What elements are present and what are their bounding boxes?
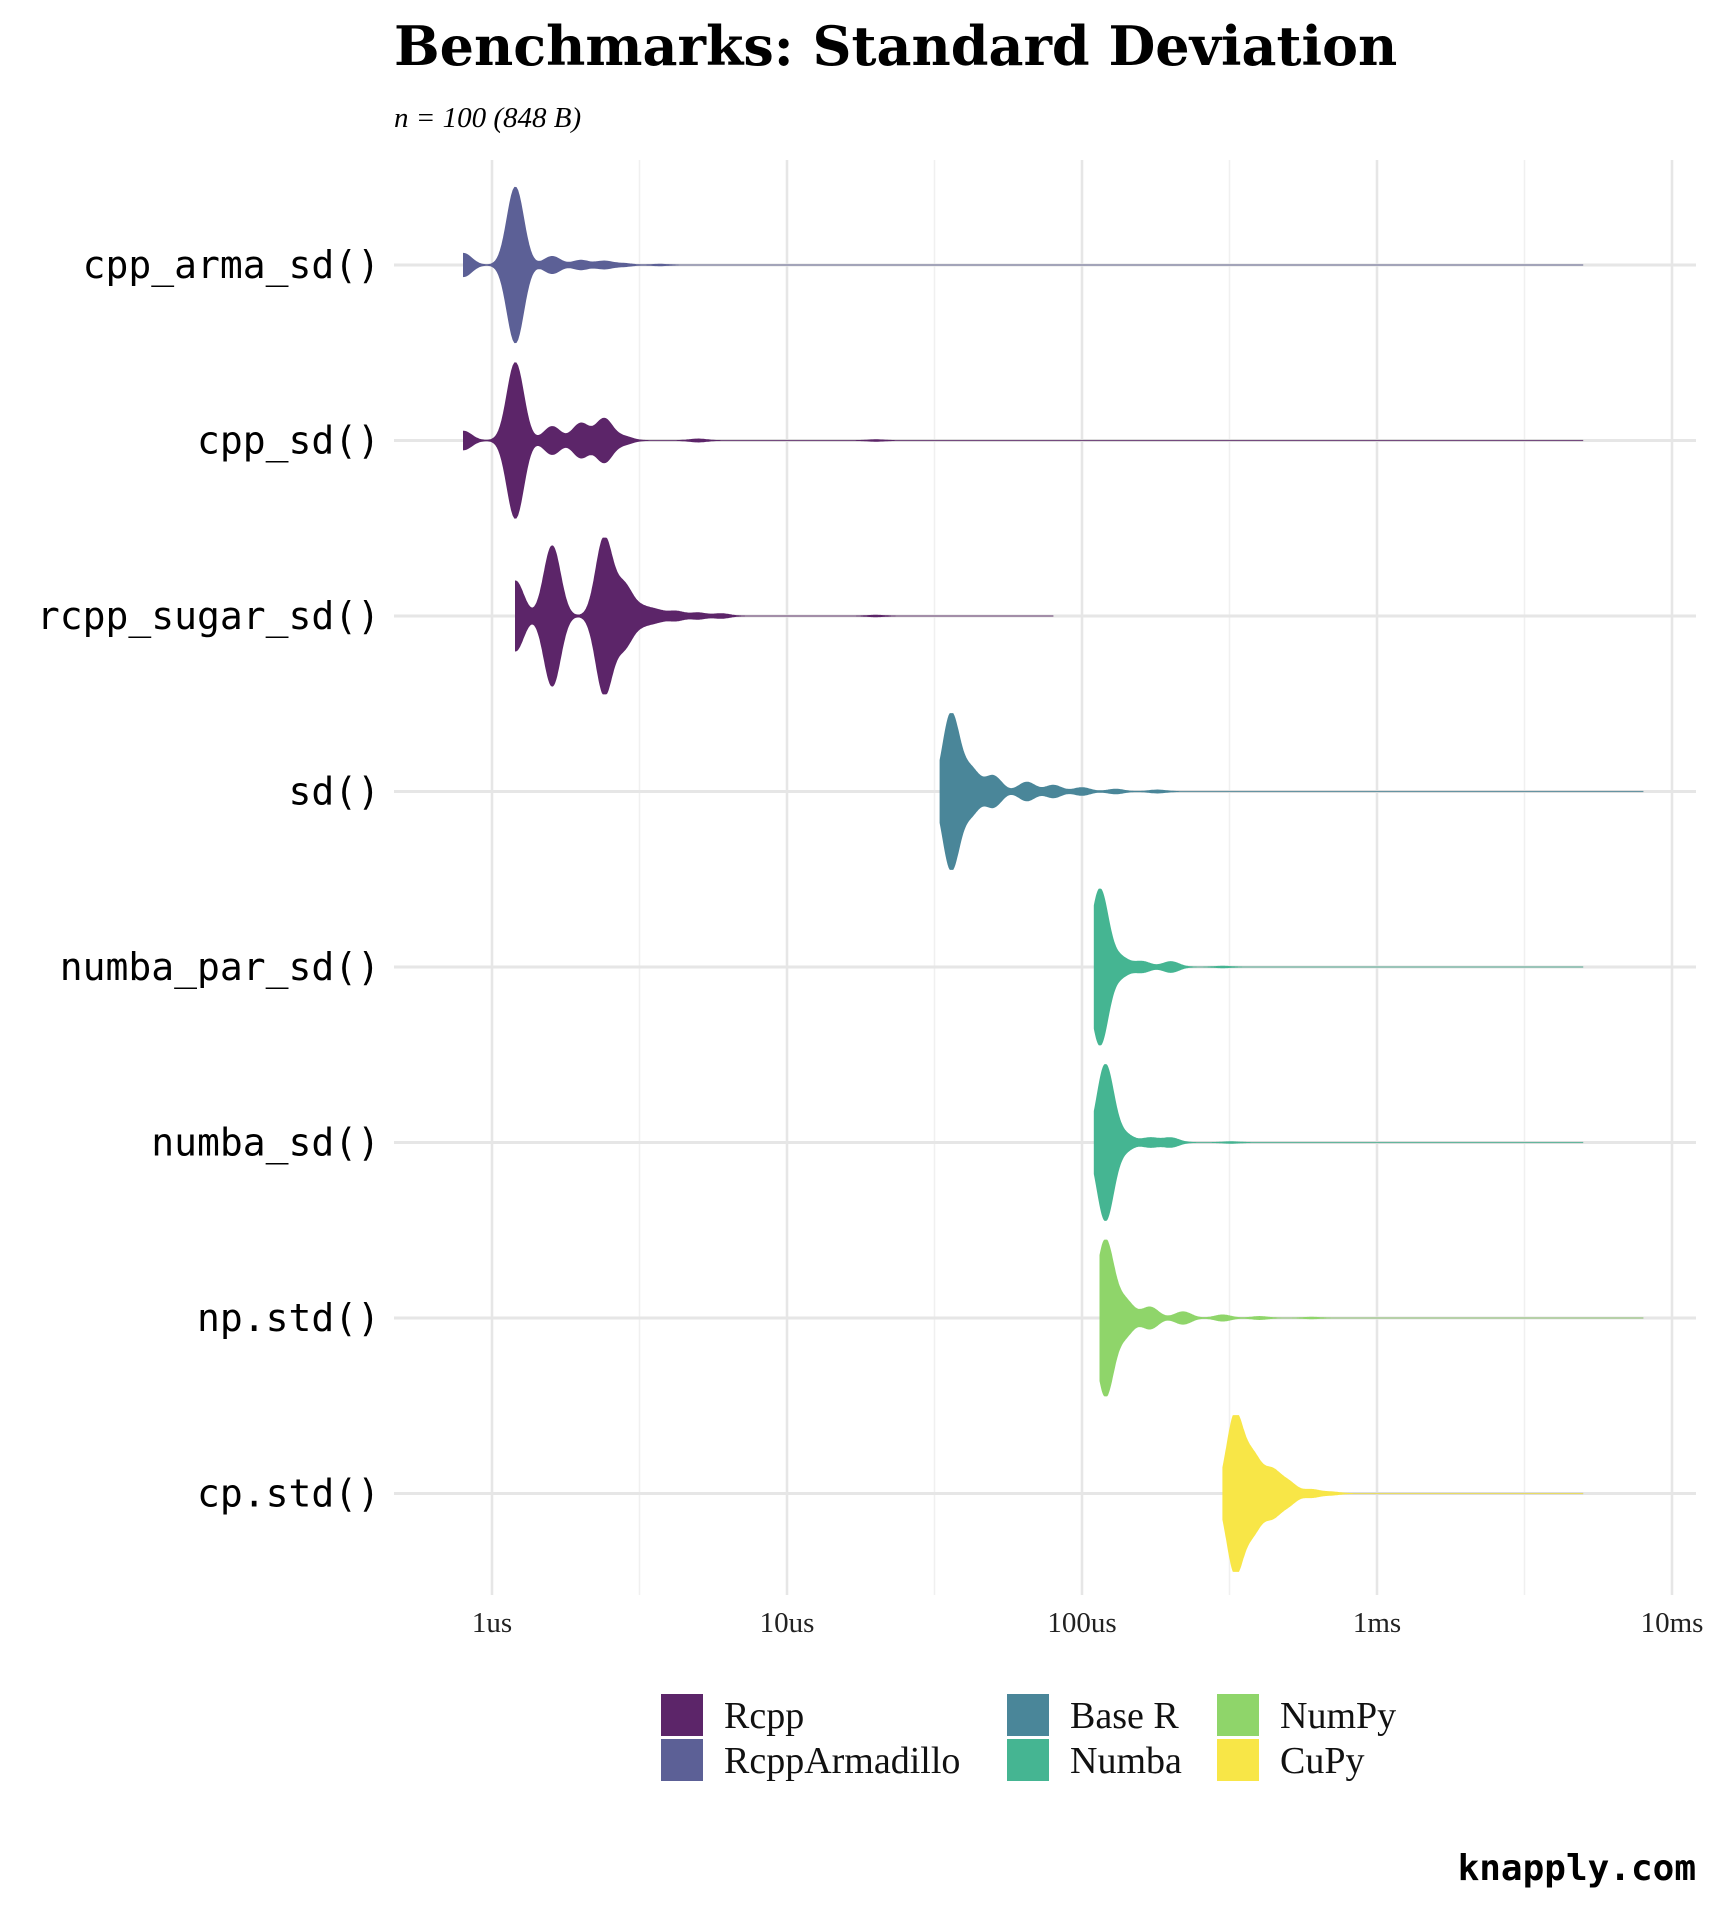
y-tick-label: numba_par_sd() [60, 945, 380, 990]
violin-cp-std [1222, 1415, 1584, 1572]
legend-label: Base R [1070, 1695, 1179, 1737]
legend-item: Rcpp [659, 1692, 804, 1738]
legend-label: RcppArmadillo [724, 1740, 960, 1782]
violin-shape [1093, 888, 1584, 1046]
violin-shape [515, 537, 1054, 695]
violin-numba-sd [1093, 1064, 1584, 1221]
violin-sd [939, 713, 1644, 870]
y-tick-label: rcpp_sugar_sd() [37, 594, 380, 639]
violin-np-std [1099, 1239, 1644, 1397]
legend-label: Numba [1070, 1740, 1182, 1782]
legend-swatch [1005, 1692, 1051, 1738]
legend-item: RcppArmadillo [659, 1737, 960, 1783]
violin-cpp-arma-sd [462, 186, 1584, 344]
x-axis-labels: 1us 10us 100us 1ms 10ms [472, 1607, 1704, 1639]
y-axis-labels: cpp_arma_sd() cpp_sd() rcpp_sugar_sd() sd()… [37, 243, 380, 1516]
violin-shape [462, 362, 1584, 519]
y-tick-label: numba_sd() [151, 1121, 380, 1166]
y-tick-label: sd() [288, 770, 380, 814]
violin-numba-par-sd [1093, 888, 1584, 1046]
legend-swatch [659, 1737, 705, 1783]
legend-label: CuPy [1280, 1740, 1364, 1782]
legend-swatch [1005, 1737, 1051, 1783]
y-tick-label: cp.std() [197, 1472, 380, 1516]
x-tick-label: 100us [1047, 1607, 1116, 1639]
gridlines [394, 160, 1696, 1595]
violin-shape [462, 186, 1584, 344]
caption: knapply.com [1458, 1848, 1696, 1889]
legend-item: Base R [1005, 1692, 1179, 1738]
legend-label: Rcpp [724, 1695, 804, 1737]
y-tick-label: cpp_arma_sd() [83, 243, 380, 288]
y-tick-label: np.std() [197, 1296, 380, 1340]
legend-swatch [1215, 1692, 1261, 1738]
chart-subtitle: n = 100 (848 B) [394, 102, 581, 134]
legend-item: CuPy [1215, 1737, 1364, 1783]
violin-rcpp-sugar-sd [515, 537, 1054, 695]
violin-shape [1099, 1239, 1644, 1397]
violin-shape [1093, 1064, 1584, 1221]
legend-item: Numba [1005, 1737, 1182, 1783]
violin-cpp-sd [462, 362, 1584, 519]
violin-shape [939, 713, 1644, 870]
legend-item: NumPy [1215, 1692, 1396, 1738]
x-tick-label: 10us [760, 1607, 815, 1639]
violins [462, 186, 1644, 1572]
legend-swatch [659, 1692, 705, 1738]
chart-title: Benchmarks: Standard Deviation [394, 14, 1397, 78]
violin-shape [1222, 1415, 1584, 1572]
legend-label: NumPy [1280, 1695, 1396, 1737]
x-tick-label: 10ms [1641, 1607, 1704, 1639]
x-tick-label: 1ms [1353, 1607, 1401, 1639]
y-tick-label: cpp_sd() [197, 419, 380, 464]
x-tick-label: 1us [472, 1607, 512, 1639]
legend-swatch [1215, 1737, 1261, 1783]
